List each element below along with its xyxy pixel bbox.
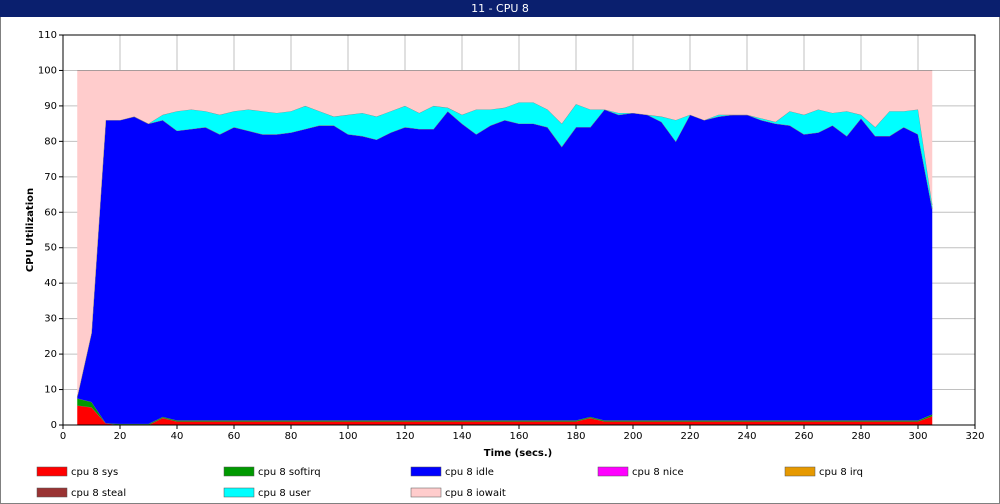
y-tick-label: 100 <box>38 65 57 76</box>
x-tick-label: 80 <box>285 431 298 442</box>
title-bar <box>0 0 1000 17</box>
x-tick-label: 100 <box>338 431 357 442</box>
x-tick-label: 60 <box>228 431 241 442</box>
x-tick-label: 260 <box>794 431 813 442</box>
area-edge <box>77 405 933 426</box>
x-tick-label: 140 <box>452 431 471 442</box>
x-tick-label: 280 <box>851 431 870 442</box>
x-axis-label: Time (secs.) <box>484 448 553 459</box>
legend-label: cpu 8 irq <box>819 467 863 478</box>
legend-label: cpu 8 idle <box>445 467 494 478</box>
legend-label: cpu 8 iowait <box>445 488 506 499</box>
legend-swatch <box>784 466 816 477</box>
x-tick-label: 240 <box>737 431 756 442</box>
area <box>77 102 933 397</box>
x-tick-label: 20 <box>114 431 127 442</box>
legend-label: cpu 8 softirq <box>258 467 321 478</box>
area-edge <box>77 398 933 425</box>
x-tick-label: 0 <box>60 431 66 442</box>
y-tick-label: 60 <box>44 207 57 218</box>
y-tick-label: 110 <box>38 30 57 41</box>
y-tick-label: 10 <box>44 385 57 396</box>
x-tick-label: 120 <box>395 431 414 442</box>
x-tick-label: 40 <box>171 431 184 442</box>
y-tick-label: 30 <box>44 314 57 325</box>
y-tick-label: 20 <box>44 349 57 360</box>
legend-swatch <box>410 466 442 477</box>
y-axis-label: CPU Utilization <box>25 188 36 272</box>
legend-label: cpu 8 user <box>258 488 312 499</box>
area <box>77 70 933 397</box>
area <box>77 109 933 424</box>
y-tick-label: 50 <box>44 243 57 254</box>
legend-swatch <box>223 466 255 477</box>
x-tick-label: 300 <box>908 431 927 442</box>
legend-swatch <box>223 487 255 498</box>
y-tick-label: 70 <box>44 172 57 183</box>
legend-swatch <box>36 487 68 498</box>
legend-label: cpu 8 steal <box>71 488 126 499</box>
window-title: 11 - CPU 8 <box>471 2 529 15</box>
legend-swatch <box>597 466 629 477</box>
area <box>77 405 933 425</box>
legend-swatch <box>36 466 68 477</box>
x-tick-label: 200 <box>623 431 642 442</box>
legend-label: cpu 8 sys <box>71 467 118 478</box>
y-tick-label: 0 <box>51 420 57 431</box>
x-tick-label: 180 <box>566 431 585 442</box>
y-tick-label: 40 <box>44 278 57 289</box>
y-tick-label: 90 <box>44 101 57 112</box>
legend-swatch <box>410 487 442 498</box>
y-tick-label: 80 <box>44 136 57 147</box>
legend-label: cpu 8 nice <box>632 467 684 478</box>
x-tick-label: 160 <box>509 431 528 442</box>
x-tick-label: 220 <box>680 431 699 442</box>
x-tick-label: 320 <box>965 431 984 442</box>
